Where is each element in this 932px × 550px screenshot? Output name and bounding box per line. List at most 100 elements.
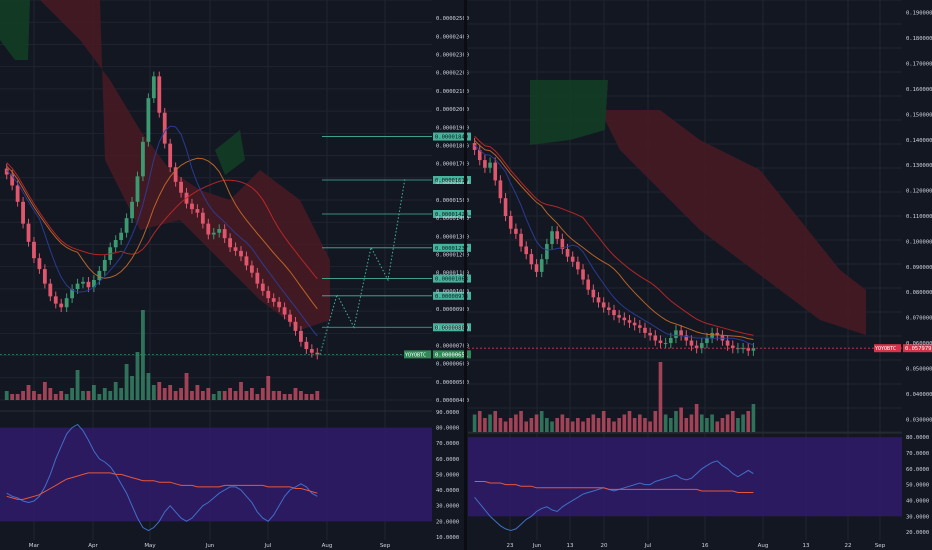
price-level-label: 0.00000973: [435, 294, 468, 300]
left-rsi-line: [6, 423, 318, 532]
left-y-axis-label: 0.00000900: [436, 307, 469, 313]
right-volume-bar: [741, 414, 745, 432]
right-volume-bar: [601, 411, 606, 432]
left-chart-panel: [0, 0, 471, 540]
left-x-axis-label: Apr: [88, 543, 98, 549]
left-candle-body: [15, 185, 20, 202]
left-volume-bar: [124, 364, 129, 400]
right-candle-body: [658, 340, 663, 344]
left-volume-bar: [91, 385, 96, 400]
right-current-price-tag: [903, 344, 932, 353]
left-y-axis-label: 0.00000800: [436, 325, 469, 331]
left-rsi-axis-label: 30.0000: [436, 504, 459, 510]
left-volume-bar: [233, 391, 238, 400]
left-x-axis-label: Sep: [380, 543, 391, 549]
right-candle-body: [545, 243, 549, 260]
right-candle-body: [751, 348, 756, 351]
left-rsi-axis-label: 90.0000: [436, 410, 459, 416]
left-rsi-axis-label: 70.0000: [436, 441, 459, 447]
price-level-label: 0.00001610: [435, 178, 468, 184]
right-candle-body: [653, 335, 658, 341]
right-volume-bar: [653, 411, 658, 432]
right-candle-body: [534, 264, 539, 272]
left-volume-bar: [195, 385, 200, 400]
left-candle-body: [211, 232, 216, 235]
right-ma-slow-line: [474, 135, 754, 336]
left-x-axis-label: Jun: [205, 543, 215, 549]
price-level-label: 0.00000800: [435, 325, 468, 331]
right-symbol-label: YOYOBTC: [875, 346, 896, 352]
right-candle-body: [555, 231, 560, 239]
left-volume-bar: [48, 388, 53, 400]
left-candle-body: [102, 260, 107, 271]
left-volume-bar: [4, 391, 9, 400]
ichimoku-cloud-bullish: [530, 80, 608, 145]
price-level-tag: [433, 323, 471, 332]
left-candle-body: [151, 76, 156, 99]
left-volume-bar: [146, 373, 151, 400]
right-volume-bar: [715, 421, 720, 432]
left-candle-body: [217, 229, 222, 233]
price-level-label: 0.00001237: [435, 246, 468, 252]
right-volume-bar: [694, 404, 699, 432]
left-y-axis-label: 0.00002200: [436, 71, 469, 77]
left-candle-body: [277, 301, 282, 308]
right-volume-bar: [617, 418, 621, 432]
right-y-axis-label: 0.190000: [906, 11, 932, 17]
left-candle-body: [141, 141, 145, 177]
right-volume-bar: [555, 418, 560, 432]
left-candle-body: [179, 181, 183, 193]
right-candle-body: [581, 269, 585, 280]
right-volume-bar: [477, 411, 482, 432]
right-y-axis-label: 0.050000: [906, 366, 932, 372]
left-volume-bar: [228, 388, 233, 400]
left-volume-bar: [179, 388, 183, 400]
right-x-axis-label: Sep: [875, 543, 886, 549]
right-volume-bar: [746, 411, 751, 432]
left-volume-bar: [304, 394, 309, 400]
left-volume-bar: [70, 388, 75, 400]
left-candle-body: [222, 229, 227, 239]
right-y-axis-label: 0.110000: [906, 214, 932, 220]
left-candle-body: [42, 269, 47, 284]
right-volume-bar: [643, 418, 647, 432]
right-candle-body: [627, 320, 632, 323]
right-volume-bar: [658, 362, 663, 432]
right-x-axis-label: Jun: [532, 543, 542, 549]
right-candle-body: [560, 238, 565, 250]
right-candle-body: [741, 348, 745, 350]
right-candle-body: [736, 348, 740, 350]
right-rsi-axis-label: 50.0000: [906, 483, 929, 489]
left-volume-bar: [151, 385, 156, 400]
left-candle-body: [315, 352, 320, 355]
right-x-axis-label: Aug: [758, 543, 769, 549]
left-volume-bar: [53, 394, 58, 400]
right-x-axis-label: Jul: [644, 543, 652, 549]
price-level-tag: [433, 176, 471, 184]
left-ma-slow-line: [6, 162, 318, 280]
left-candle-body: [173, 167, 178, 182]
right-candle-body: [684, 335, 689, 341]
left-volume-bar: [59, 391, 64, 400]
left-y-axis-label: 0.00001300: [436, 234, 469, 240]
left-candle-body: [21, 201, 25, 224]
left-volume-bar: [75, 370, 80, 400]
left-x-axis-label: May: [144, 543, 156, 549]
left-candle-body: [124, 218, 129, 233]
left-rsi-band: [0, 427, 432, 522]
ichimoku-cloud-bearish: [600, 110, 866, 335]
left-candle-body: [97, 270, 102, 280]
left-candle-body: [299, 330, 303, 342]
left-y-axis-label: 0.00002300: [436, 53, 469, 59]
right-y-axis-label: 0.140000: [906, 138, 932, 144]
left-volume-bar: [32, 391, 36, 400]
right-candle-body: [493, 162, 498, 181]
right-candle-body: [503, 198, 508, 216]
right-volume-bar: [576, 418, 580, 432]
right-symbol-tag: [874, 344, 901, 353]
right-candle-body: [746, 348, 751, 351]
right-candle-body: [607, 307, 611, 311]
right-volume-bar: [493, 411, 498, 432]
left-volume-bar: [21, 391, 25, 400]
